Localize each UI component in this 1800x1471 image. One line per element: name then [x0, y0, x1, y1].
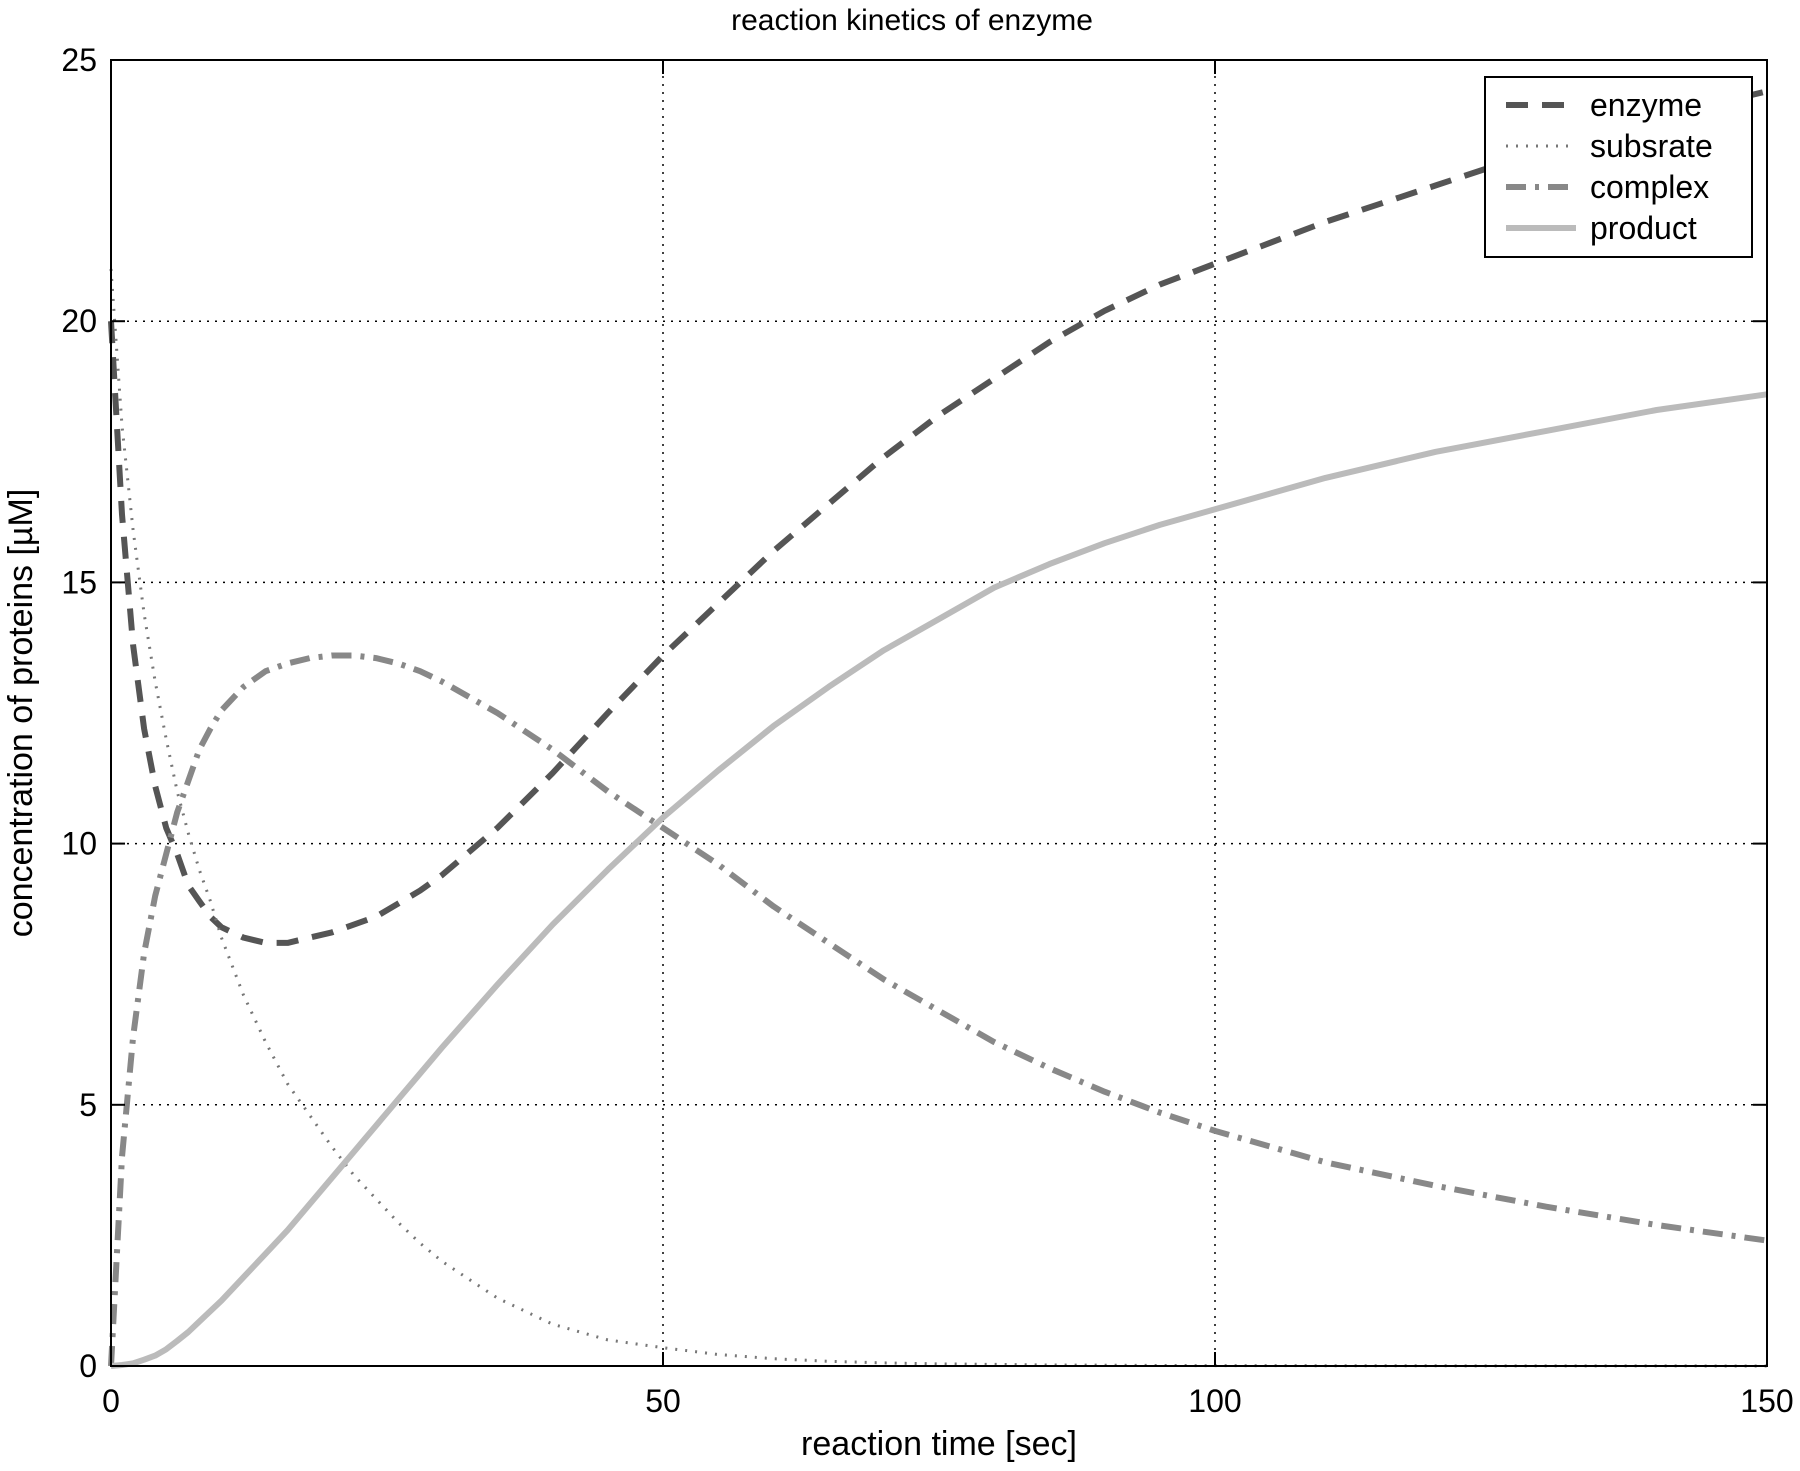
legend-label-enzyme: enzyme — [1590, 87, 1702, 123]
x-tick-label: 150 — [1740, 1383, 1793, 1419]
series-layer — [108, 88, 1768, 1369]
y-tick-label: 5 — [79, 1087, 97, 1123]
grid-lines — [111, 60, 1767, 1366]
x-tick-label: 50 — [645, 1383, 681, 1419]
legend: enzyme subsrate complex product — [1484, 76, 1753, 258]
series-line-enzyme — [108, 88, 1768, 946]
plot-frame — [110, 59, 1768, 1367]
x-tick-label: 0 — [102, 1383, 120, 1419]
series-line-product — [110, 391, 1768, 1369]
chart-title: reaction kinetics of enzyme — [731, 4, 1093, 37]
y-tick-label: 20 — [61, 303, 97, 339]
x-tick-label: 100 — [1188, 1383, 1241, 1419]
legend-label-complex: complex — [1590, 169, 1709, 205]
legend-label-product: product — [1590, 210, 1697, 246]
y-tick-label: 10 — [61, 826, 97, 862]
y-axis-label: concentration of proteins [µM] — [2, 489, 40, 938]
y-tick-label: 25 — [61, 42, 97, 78]
axis-ticks: 0 50 100 150 0 5 10 15 20 25 — [61, 42, 1793, 1419]
series-line-complex — [108, 652, 1768, 1367]
x-axis-label: reaction time [sec] — [801, 1425, 1077, 1463]
legend-label-subsrate: subsrate — [1590, 128, 1713, 164]
y-tick-label: 15 — [61, 564, 97, 600]
y-tick-label: 0 — [79, 1348, 97, 1384]
